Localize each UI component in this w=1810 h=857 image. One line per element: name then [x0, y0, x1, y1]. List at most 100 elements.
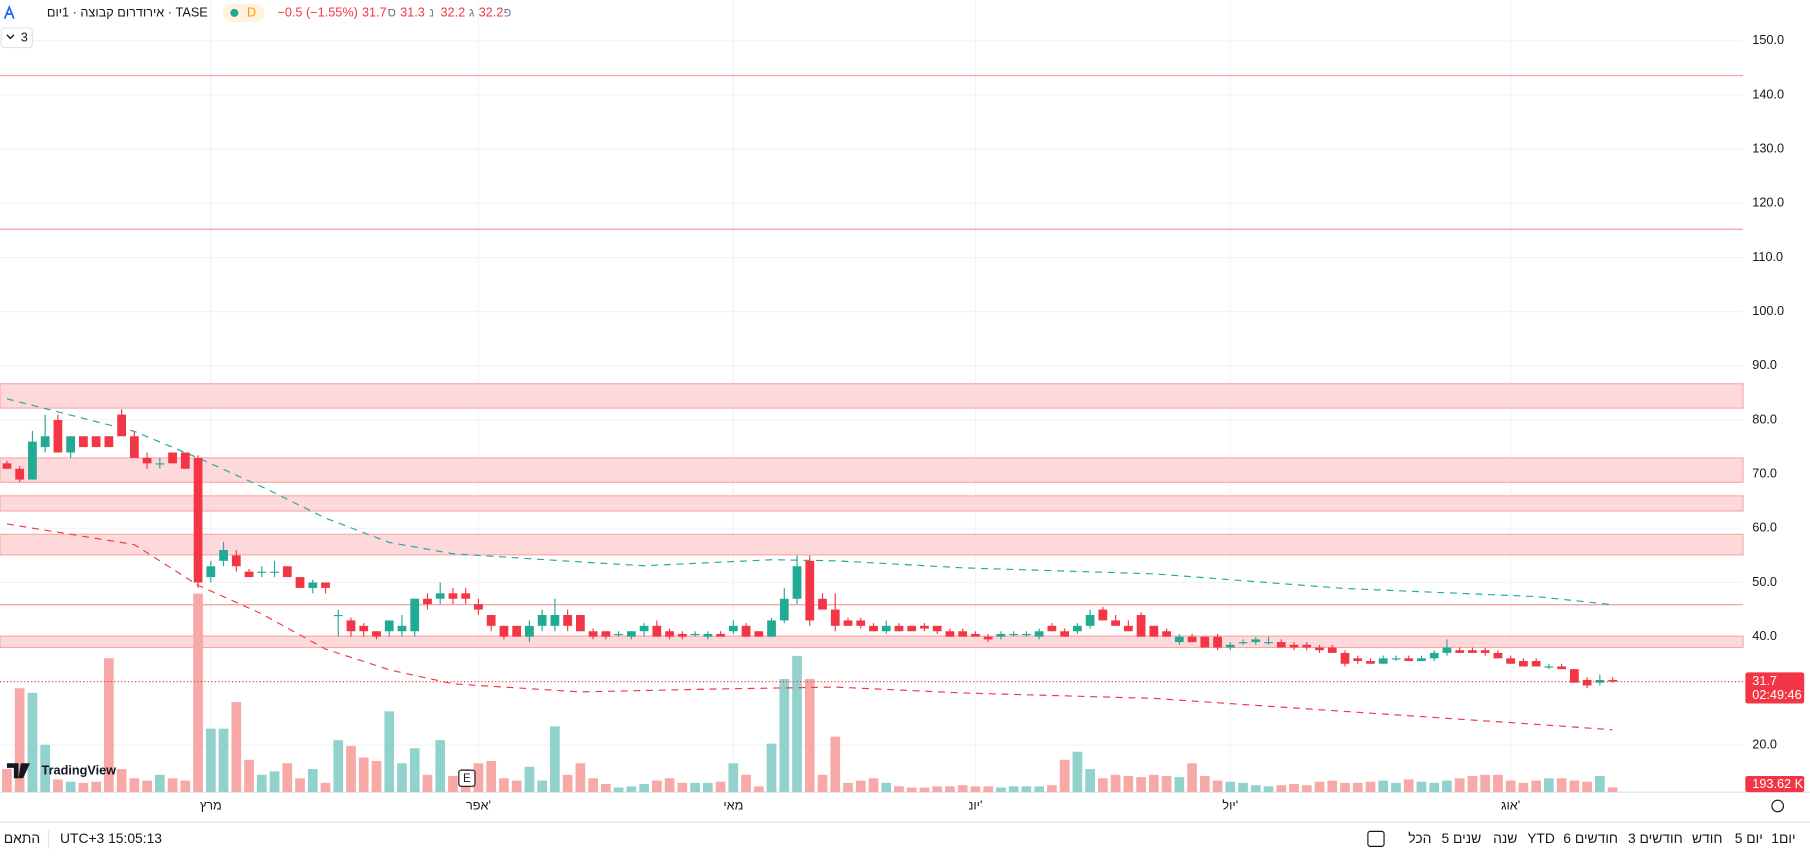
y-tick-label: 70.0	[1752, 467, 1777, 481]
volume-bar	[1148, 774, 1159, 793]
interval-badge: D	[247, 5, 256, 19]
candle-body	[1009, 633, 1019, 636]
candle-body	[372, 631, 381, 637]
candle-body	[66, 436, 76, 453]
candle-body	[219, 550, 228, 561]
candle-body	[1569, 669, 1579, 683]
candle-body	[257, 571, 267, 573]
candle-body	[397, 625, 407, 632]
volume-bar	[957, 785, 968, 793]
volume-bar	[422, 774, 433, 793]
earnings-box	[458, 769, 476, 787]
candle-body	[1047, 625, 1057, 632]
candle-body	[1136, 615, 1146, 637]
candle-body	[40, 436, 50, 448]
volume-bar	[1289, 784, 1299, 793]
volume-bar	[307, 769, 318, 793]
watermark-logo	[6, 763, 31, 779]
range-button[interactable]: הכל	[1408, 830, 1431, 846]
volume-bar	[983, 786, 994, 793]
candle-body	[945, 631, 955, 637]
y-tick-label: 150.0	[1752, 33, 1784, 47]
volume-bar	[1493, 774, 1503, 793]
candle-body	[1480, 650, 1490, 653]
candle-body	[193, 457, 203, 583]
candle-body	[474, 604, 483, 610]
volume-bar	[664, 778, 675, 793]
volume-bar	[486, 760, 497, 793]
candle-body	[932, 625, 942, 632]
range-button[interactable]: 3 חודשים	[1628, 830, 1683, 846]
candle-body	[104, 436, 114, 448]
range-button[interactable]: YTD	[1527, 830, 1555, 846]
candle-body	[728, 625, 738, 632]
candle-body	[1225, 644, 1235, 648]
candle-body	[1442, 647, 1452, 653]
candle-body	[971, 633, 980, 637]
volume-label: 193.62 K	[1752, 777, 1803, 791]
indicator-toggle[interactable]	[0, 27, 33, 49]
candle-body	[525, 625, 534, 637]
volume-bar	[142, 780, 152, 793]
candle-body	[805, 560, 815, 621]
candle-body	[1544, 666, 1554, 668]
y-tick-label: 120.0	[1752, 196, 1784, 210]
volume-bar	[1403, 779, 1414, 793]
range-button[interactable]: חודש	[1692, 830, 1723, 846]
candle-body	[1417, 658, 1426, 662]
volume-bar	[448, 775, 458, 793]
candle-body	[588, 631, 598, 637]
volume-bar	[601, 784, 611, 793]
candle-body	[15, 468, 25, 480]
candle-body	[843, 620, 853, 626]
candle-body	[129, 436, 139, 458]
volume-bar	[282, 763, 293, 793]
fit-button[interactable]: התאם	[4, 830, 40, 846]
candle-body	[614, 633, 624, 636]
volume-bar	[792, 655, 802, 793]
low-value: 31.3	[400, 5, 425, 19]
candle-body	[1582, 679, 1592, 686]
candle-body	[741, 625, 751, 637]
clock[interactable]: UTC+3 15:05:13	[60, 830, 162, 846]
candle-body	[1072, 625, 1082, 632]
volume-bar	[1429, 782, 1440, 793]
candle-body	[652, 625, 662, 637]
volume-bar	[1199, 775, 1210, 793]
range-button[interactable]: 5 יום	[1735, 830, 1763, 846]
volume-bar	[269, 771, 280, 793]
range-button[interactable]: 5 שנים	[1442, 830, 1482, 846]
status-badge[interactable]	[222, 3, 265, 23]
volume-bar	[894, 786, 904, 793]
volume-bar	[868, 778, 879, 793]
range-button[interactable]: 6 חודשים	[1563, 830, 1618, 846]
y-tick-label: 60.0	[1752, 521, 1777, 535]
volume-bar	[1174, 777, 1185, 793]
symbol-title[interactable]: אירודרום קבוצה · 1יום · TASE	[47, 5, 208, 19]
range-button[interactable]: שנה	[1493, 830, 1517, 846]
range-button[interactable]: 1יום	[1771, 830, 1795, 846]
volume-bar	[358, 757, 369, 793]
zone	[0, 635, 1744, 649]
plot-area: 20.0 40.0 50.0 60.0 70.0 80.0 90.0 100.0 110.0 12…	[0, 0, 1810, 812]
date-range-icon[interactable]	[1367, 830, 1385, 847]
candle-body	[168, 452, 177, 464]
candle-body	[677, 633, 687, 637]
candle-body	[359, 625, 369, 632]
candle-body	[601, 631, 611, 637]
candle-body	[920, 625, 929, 629]
volume-bar	[588, 778, 598, 793]
volume-bar	[1250, 785, 1261, 793]
candle-body	[767, 620, 776, 637]
candle-body	[665, 631, 674, 637]
x-tick-label: מרץ	[200, 798, 222, 812]
candle-body	[1557, 666, 1567, 670]
candle-body	[410, 598, 420, 632]
volume-bar	[1110, 774, 1121, 793]
candle-body	[754, 631, 764, 637]
candle-body	[1302, 644, 1312, 648]
settings-icon[interactable]	[1771, 799, 1785, 813]
candle-body	[881, 625, 891, 632]
